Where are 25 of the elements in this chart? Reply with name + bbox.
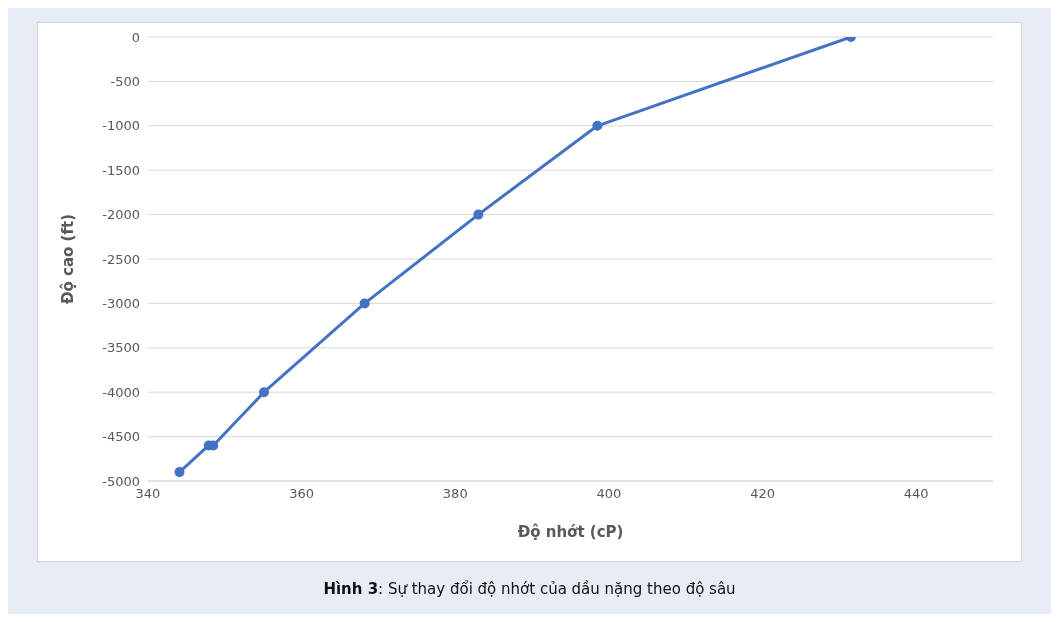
y-tick-label: 0 [131, 29, 140, 45]
x-tick-label: 340 [135, 486, 161, 502]
point [174, 467, 185, 478]
y-tick-label: -1000 [102, 118, 140, 134]
x-tick-label: 380 [442, 486, 468, 502]
x-axis-title: Độ nhớt (cP) [517, 523, 624, 541]
y-tick-label: -2500 [102, 251, 140, 267]
y-tick-label: -5000 [102, 473, 140, 489]
y-axis-title: Độ cao (ft) [59, 213, 78, 305]
point [259, 387, 269, 398]
y-tick-label: -4000 [102, 384, 140, 400]
x-tick-label: 440 [903, 486, 929, 502]
y-tick-label: -2000 [102, 207, 140, 223]
x-tick-label: 400 [596, 486, 622, 502]
y-tick-label: -4500 [102, 429, 140, 445]
y-tick-label: -3000 [102, 296, 140, 312]
y-tick-label: -3500 [102, 340, 140, 356]
x-tick-label: 420 [750, 486, 775, 502]
y-tick-label: -500 [110, 74, 140, 90]
x-tick-label: 360 [289, 486, 315, 502]
text: Hình 3: Sự thay đổi độ nhớt của dầu nặng theo độ sâu [322, 580, 737, 598]
point [359, 298, 370, 309]
point [473, 209, 484, 220]
y-tick-label: -1500 [102, 162, 140, 178]
point [592, 120, 603, 131]
